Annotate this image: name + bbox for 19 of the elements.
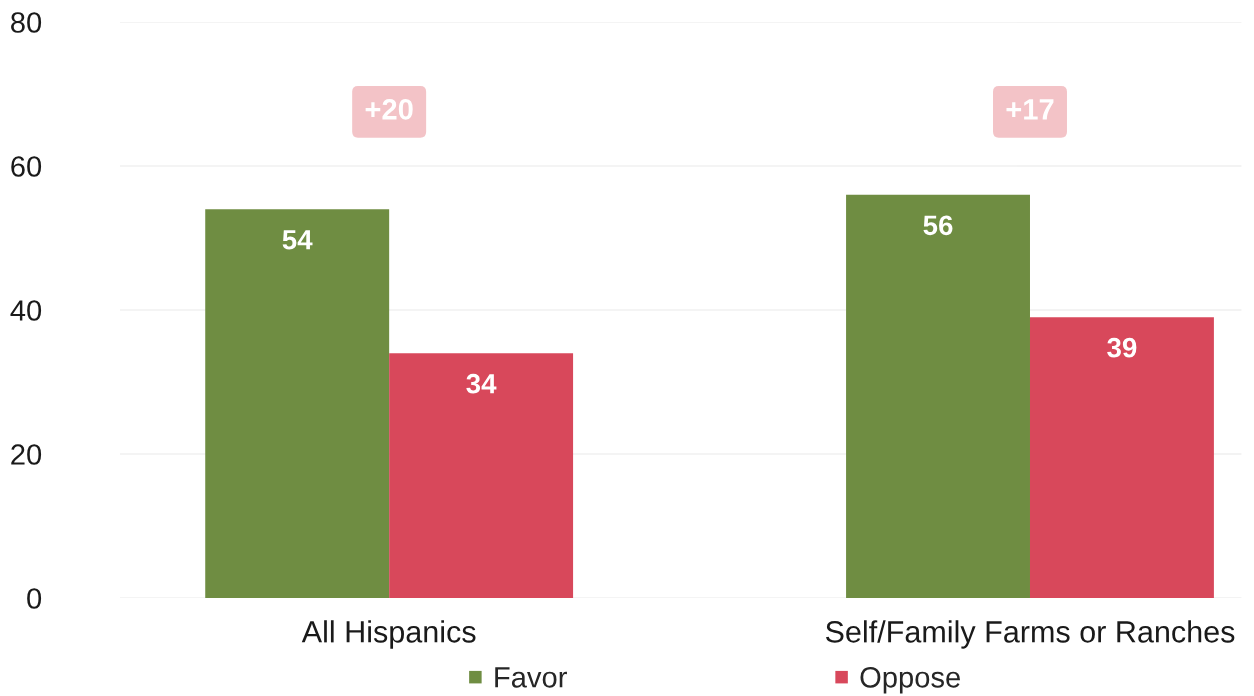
- data-label: 56: [923, 215, 953, 236]
- data-label: 34: [466, 373, 497, 394]
- bar: [389, 353, 574, 598]
- data-label: 54: [282, 230, 313, 250]
- y-tick-label: 60: [11, 156, 42, 177]
- y-tick-label: 40: [10, 300, 42, 321]
- annotation: +20: [365, 99, 413, 120]
- x-tick-label: All Hispanics: [301, 620, 476, 649]
- annotation: +17: [1006, 99, 1054, 120]
- legend-label: Favor: [495, 667, 567, 688]
- data-label: 39: [1107, 337, 1137, 358]
- legend-label: Oppose: [860, 667, 960, 694]
- y-tick-label: 20: [11, 444, 42, 465]
- bar: [1029, 317, 1214, 598]
- x-tick-label: Self/Family Farms or Ranches: [825, 620, 1235, 649]
- bar: [846, 194, 1030, 598]
- y-tick-label: 80: [11, 12, 42, 33]
- y-tick-label: 0: [27, 588, 42, 609]
- bar: [205, 209, 390, 598]
